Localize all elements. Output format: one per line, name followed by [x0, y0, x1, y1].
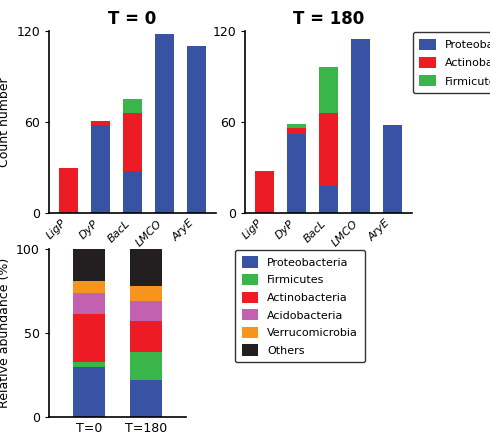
Bar: [74, 367, 105, 417]
Bar: [74, 249, 105, 281]
Bar: [318, 186, 338, 213]
Bar: [130, 301, 162, 321]
Bar: [91, 125, 110, 213]
Bar: [130, 321, 162, 352]
Legend: Proteobacteria, Firmicutes, Actinobacteria, Acidobacteria, Verrucomicrobia, Othe: Proteobacteria, Firmicutes, Actinobacter…: [235, 250, 365, 362]
Title: T = 180: T = 180: [293, 10, 364, 28]
Bar: [130, 380, 162, 417]
Bar: [318, 67, 338, 113]
Bar: [122, 113, 142, 170]
Bar: [74, 293, 105, 314]
Bar: [74, 314, 105, 362]
Y-axis label: Count number: Count number: [0, 77, 11, 167]
Y-axis label: Relative abundance (%): Relative abundance (%): [0, 258, 11, 408]
Bar: [130, 286, 162, 301]
Bar: [287, 134, 306, 213]
Bar: [130, 249, 162, 286]
Bar: [122, 170, 142, 213]
Legend: Proteobacteria, Actinobacteria, Firmicutes: Proteobacteria, Actinobacteria, Firmicut…: [413, 32, 490, 93]
Bar: [187, 46, 206, 213]
Bar: [255, 170, 274, 213]
Title: T = 0: T = 0: [108, 10, 156, 28]
Bar: [59, 168, 78, 213]
Bar: [155, 34, 174, 213]
Bar: [91, 121, 110, 125]
Bar: [287, 128, 306, 134]
Bar: [130, 352, 162, 380]
Bar: [287, 123, 306, 128]
Bar: [74, 281, 105, 293]
Bar: [74, 362, 105, 367]
Bar: [383, 125, 402, 213]
Bar: [318, 113, 338, 186]
Bar: [351, 39, 370, 213]
Bar: [122, 99, 142, 113]
